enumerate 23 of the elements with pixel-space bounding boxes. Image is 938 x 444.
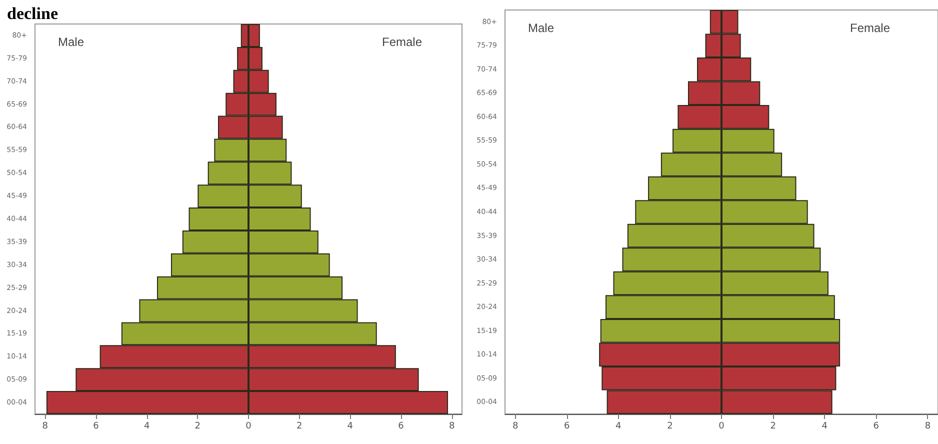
- annotation: Male: [528, 21, 554, 35]
- x-tick-label: 6: [93, 422, 100, 432]
- x-tick-label: 6: [398, 422, 404, 432]
- x-tick-label: 6: [873, 422, 880, 432]
- x-tick-label: 2: [296, 422, 302, 432]
- annotation: Male: [58, 35, 84, 49]
- x-tick-label: 4: [822, 422, 828, 432]
- x-tick-label: 2: [194, 422, 201, 432]
- x-tick-label: 0: [246, 422, 252, 432]
- x-tick-label: 6: [564, 422, 570, 432]
- x-tick-label: 2: [667, 422, 673, 432]
- x-tick-label: 4: [616, 422, 622, 432]
- x-tick-label: 8: [448, 422, 455, 432]
- x-tick-label: 8: [512, 422, 518, 432]
- x-tick-label: 4: [144, 422, 150, 432]
- x-tick-label: 0: [718, 422, 725, 432]
- annotation: Female: [382, 35, 422, 49]
- x-tick-label: 4: [347, 422, 354, 432]
- chart-title: decline: [7, 4, 58, 23]
- x-tick-label: 8: [924, 422, 931, 432]
- x-tick-label: 2: [770, 422, 776, 432]
- annotation: Female: [850, 21, 890, 35]
- x-tick-label: 8: [42, 422, 48, 432]
